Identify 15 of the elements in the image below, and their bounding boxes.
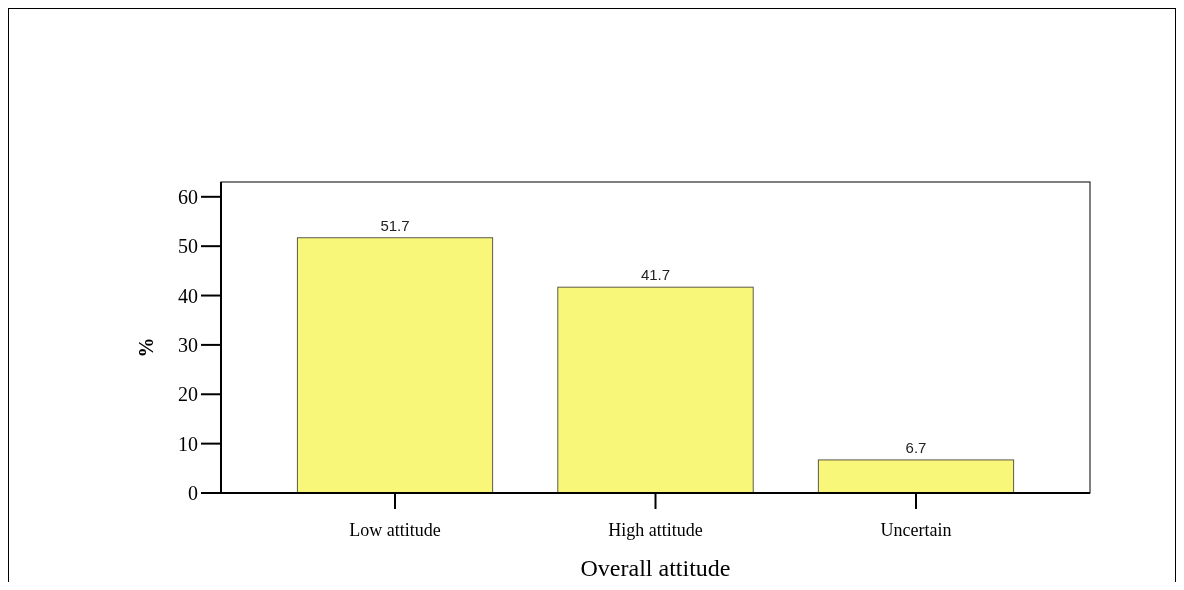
x-tick-label: Uncertain — [880, 520, 952, 540]
data-label: 6.7 — [905, 438, 927, 456]
x-axis-title: Overall attitude — [580, 555, 731, 581]
y-tick-label: 0 — [188, 482, 198, 504]
y-tick-label: 20 — [178, 383, 198, 406]
y-tick-label: 10 — [178, 432, 198, 455]
y-tick-label: 50 — [178, 235, 198, 258]
x-tick-label: Low attitude — [349, 520, 441, 540]
data-label: 41.7 — [640, 266, 671, 284]
y-tick-label: 40 — [178, 284, 198, 307]
y-tick-label: 30 — [178, 333, 198, 356]
x-tick-label: High attitude — [608, 520, 703, 540]
data-label: 51.7 — [380, 216, 410, 234]
y-tick-label: 60 — [178, 185, 198, 208]
y-axis-title: % — [135, 337, 157, 358]
